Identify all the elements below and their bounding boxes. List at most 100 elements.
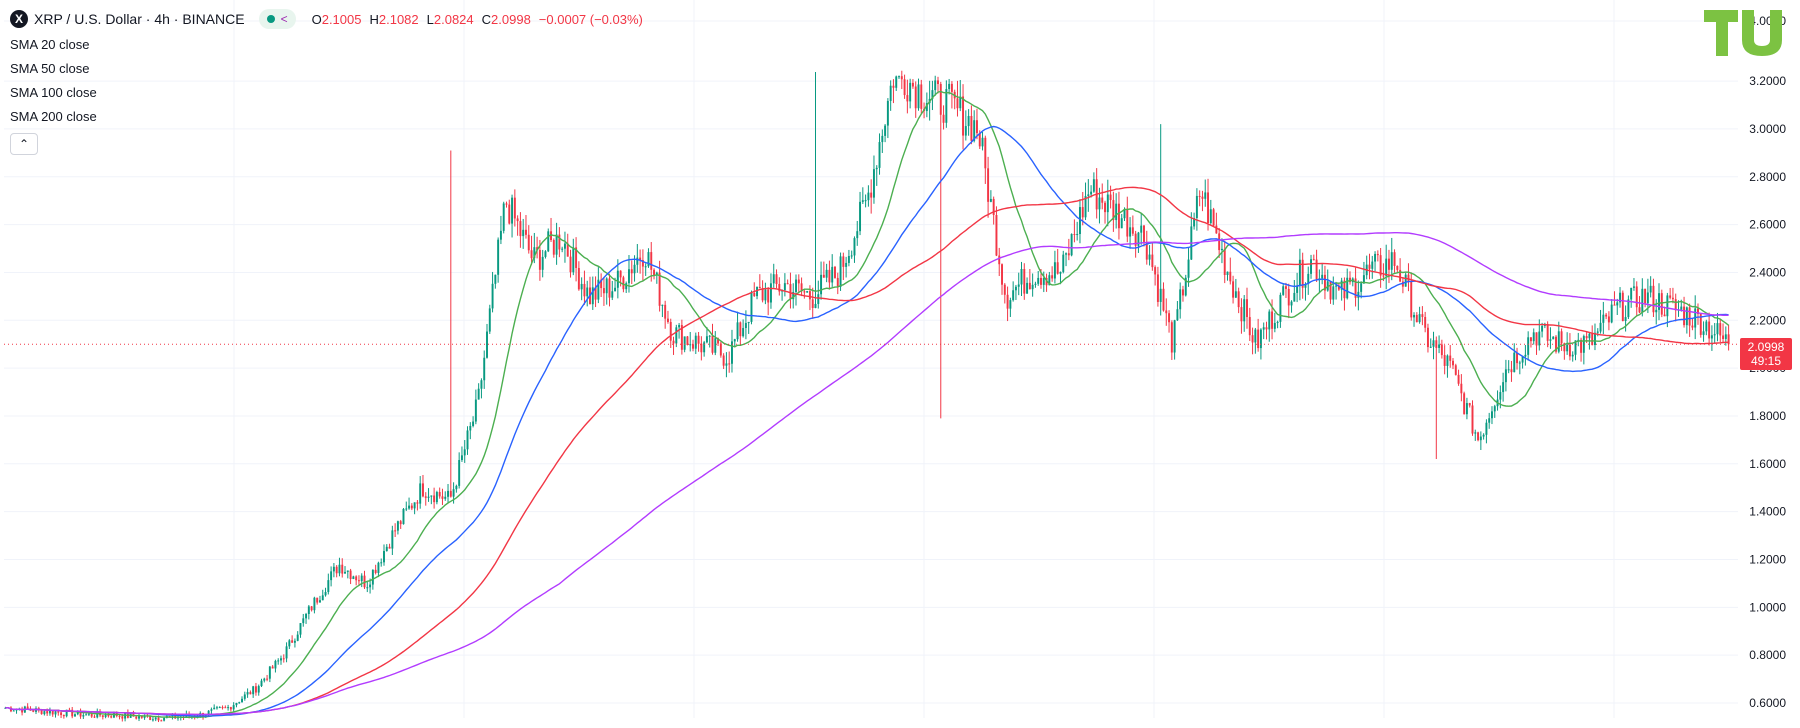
- candle-body: [672, 340, 675, 344]
- candle-body: [742, 328, 745, 337]
- candle-body: [1053, 262, 1056, 279]
- candle-body: [1621, 292, 1624, 321]
- candle-body: [1491, 411, 1493, 419]
- candle-body: [1440, 344, 1443, 356]
- candle-body: [344, 571, 346, 574]
- candle-body: [992, 198, 995, 215]
- candle-body: [474, 399, 477, 422]
- candle-body: [1727, 334, 1730, 345]
- y-tick-label: 2.2000: [1749, 313, 1786, 327]
- candle-body: [1179, 289, 1182, 310]
- candle-body: [931, 90, 934, 99]
- candle-body: [764, 289, 767, 301]
- candle-body: [800, 283, 803, 292]
- y-tick-label: 0.8000: [1749, 648, 1786, 662]
- candle-body: [1034, 283, 1037, 285]
- candle-body: [65, 709, 68, 717]
- candle-body: [744, 323, 747, 329]
- candle-body: [335, 566, 338, 574]
- candle-body: [714, 338, 717, 353]
- candle-body: [413, 502, 416, 509]
- share-icon[interactable]: <: [280, 12, 288, 26]
- market-status-pill[interactable]: <: [258, 9, 296, 29]
- candle-body: [346, 570, 349, 572]
- candle-body: [455, 485, 458, 490]
- candle-body: [1215, 225, 1218, 234]
- candle-body: [505, 203, 508, 205]
- candle-body: [1465, 403, 1468, 415]
- candle-body: [686, 336, 689, 345]
- candle-body: [783, 283, 786, 291]
- candle-body: [630, 269, 633, 274]
- candle-body: [1660, 293, 1663, 315]
- candle-body: [1521, 356, 1524, 363]
- candle-body: [229, 707, 232, 710]
- candle-body: [697, 335, 700, 344]
- candle-body: [246, 692, 249, 695]
- candle-body: [1443, 355, 1446, 366]
- candle-body: [421, 483, 424, 497]
- candle-body: [1705, 321, 1708, 332]
- candle-body: [427, 496, 430, 498]
- candle-body: [962, 96, 965, 136]
- candle-body: [352, 576, 355, 579]
- candle-body: [839, 256, 842, 287]
- candle-body: [1123, 209, 1126, 219]
- candle-body: [797, 279, 800, 284]
- candle-body: [806, 291, 809, 293]
- indicator-sma200[interactable]: SMA 200 close: [10, 109, 97, 124]
- candle-body: [1349, 277, 1351, 283]
- candle-body: [641, 259, 644, 267]
- candle-body: [1619, 292, 1622, 303]
- candle-body: [530, 250, 533, 259]
- candle-body: [1354, 278, 1357, 298]
- candle-body: [767, 289, 770, 303]
- candle-body: [625, 283, 628, 290]
- candle-body: [717, 338, 720, 344]
- candle-body: [224, 707, 227, 709]
- candle-body: [527, 234, 530, 251]
- candle-body: [1582, 336, 1585, 353]
- indicator-sma50[interactable]: SMA 50 close: [10, 61, 90, 76]
- candle-body: [444, 496, 447, 499]
- candle-body: [452, 489, 455, 497]
- candle-body: [424, 496, 427, 498]
- candle-body: [213, 707, 216, 710]
- candle-body: [1418, 314, 1421, 323]
- candle-body: [987, 168, 990, 202]
- candle-body: [945, 89, 948, 123]
- candle-body: [135, 716, 138, 719]
- candle-body: [1535, 332, 1538, 346]
- candle-body: [1209, 209, 1212, 224]
- candle-body: [914, 86, 917, 109]
- y-tick-label: 1.4000: [1749, 505, 1786, 519]
- candle-body: [664, 304, 667, 319]
- candle-body: [611, 291, 614, 298]
- candle-body: [177, 717, 179, 719]
- change-value: −0.0007 (−0.03%): [538, 11, 643, 27]
- candle-body: [555, 234, 558, 255]
- candle-body: [1724, 334, 1727, 339]
- candle-body: [40, 709, 43, 715]
- candle-body: [62, 715, 65, 717]
- candle-body: [1126, 209, 1129, 237]
- symbol-title[interactable]: XRP / U.S. Dollar · 4h · BINANCE: [34, 11, 245, 27]
- candle-body: [1393, 252, 1396, 266]
- candle-body: [845, 262, 848, 267]
- candle-body: [519, 221, 522, 237]
- xrp-icon: X: [10, 10, 28, 28]
- candle-body: [497, 239, 500, 275]
- candle-body: [1504, 369, 1507, 383]
- candle-body: [157, 717, 160, 721]
- candle-body: [1165, 310, 1168, 314]
- indicator-sma100[interactable]: SMA 100 close: [10, 85, 97, 100]
- candle-body: [1399, 269, 1402, 282]
- indicator-sma20[interactable]: SMA 20 close: [10, 37, 90, 52]
- candle-body: [1257, 329, 1260, 349]
- candle-body: [57, 711, 60, 713]
- candle-body: [973, 120, 976, 141]
- candle-body: [1040, 277, 1042, 285]
- candle-body: [254, 686, 257, 693]
- collapse-legend-button[interactable]: ⌃: [10, 133, 38, 155]
